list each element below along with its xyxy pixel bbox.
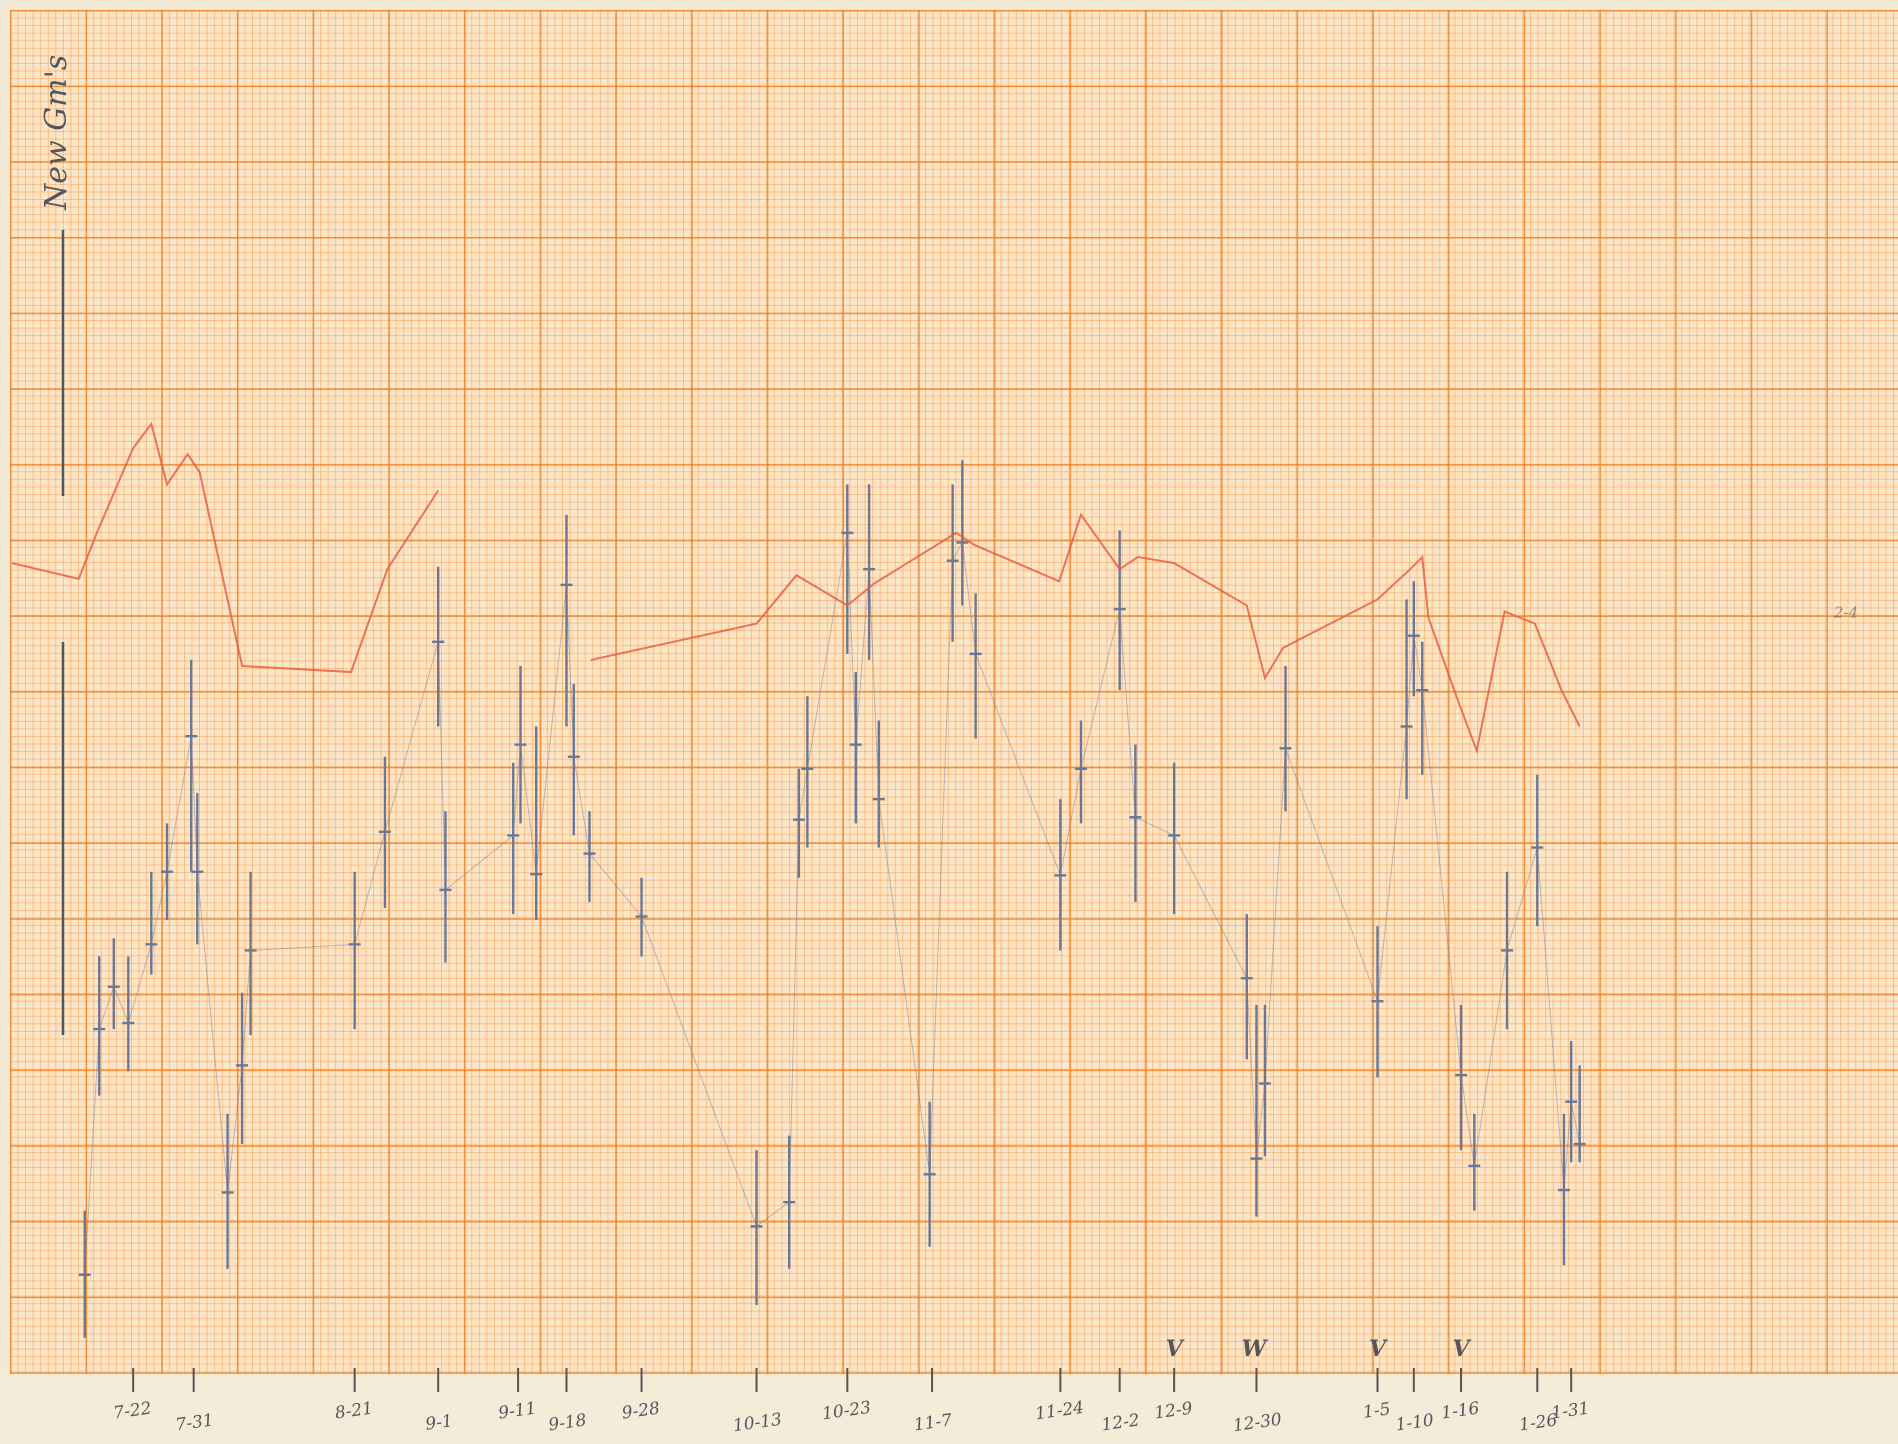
x-tick-label: 9-11 xyxy=(497,1398,538,1423)
marker-label: W xyxy=(1242,1336,1269,1362)
marker-label: V xyxy=(1166,1336,1185,1362)
range-connector xyxy=(84,532,1581,1275)
x-tick-label: 12-2 xyxy=(1100,1410,1141,1435)
marker-label: V xyxy=(1369,1336,1388,1362)
x-tick-label: 12-30 xyxy=(1232,1410,1283,1437)
x-tick-label: 10-23 xyxy=(821,1398,872,1425)
x-tick-label: 11-7 xyxy=(913,1410,954,1435)
x-tick-label: 9-18 xyxy=(547,1410,588,1435)
annotation: 2-4 xyxy=(1833,604,1858,622)
axis-label: New Gm's xyxy=(39,55,74,211)
paper-margin xyxy=(0,1374,1898,1444)
x-tick-label: 9-1 xyxy=(424,1411,454,1435)
graph-paper xyxy=(10,10,1898,1374)
x-tick-label: 1-10 xyxy=(1394,1410,1435,1435)
x-tick-label: 9-28 xyxy=(621,1398,662,1423)
x-tick-label: 12-9 xyxy=(1153,1398,1194,1423)
x-tick-label: 1-16 xyxy=(1440,1398,1481,1423)
x-tick-label: 11-24 xyxy=(1034,1398,1085,1425)
trend-line xyxy=(11,421,1581,755)
x-tick-label: 10-13 xyxy=(732,1410,783,1437)
x-tick-label: 7-22 xyxy=(112,1398,153,1423)
marker-label: V xyxy=(1452,1336,1471,1362)
x-tick-label: 1-31 xyxy=(1550,1398,1591,1423)
x-tick-label: 7-31 xyxy=(174,1410,215,1435)
x-tick-label: 1-5 xyxy=(1362,1399,1392,1423)
x-tick-label: 8-21 xyxy=(334,1398,375,1423)
